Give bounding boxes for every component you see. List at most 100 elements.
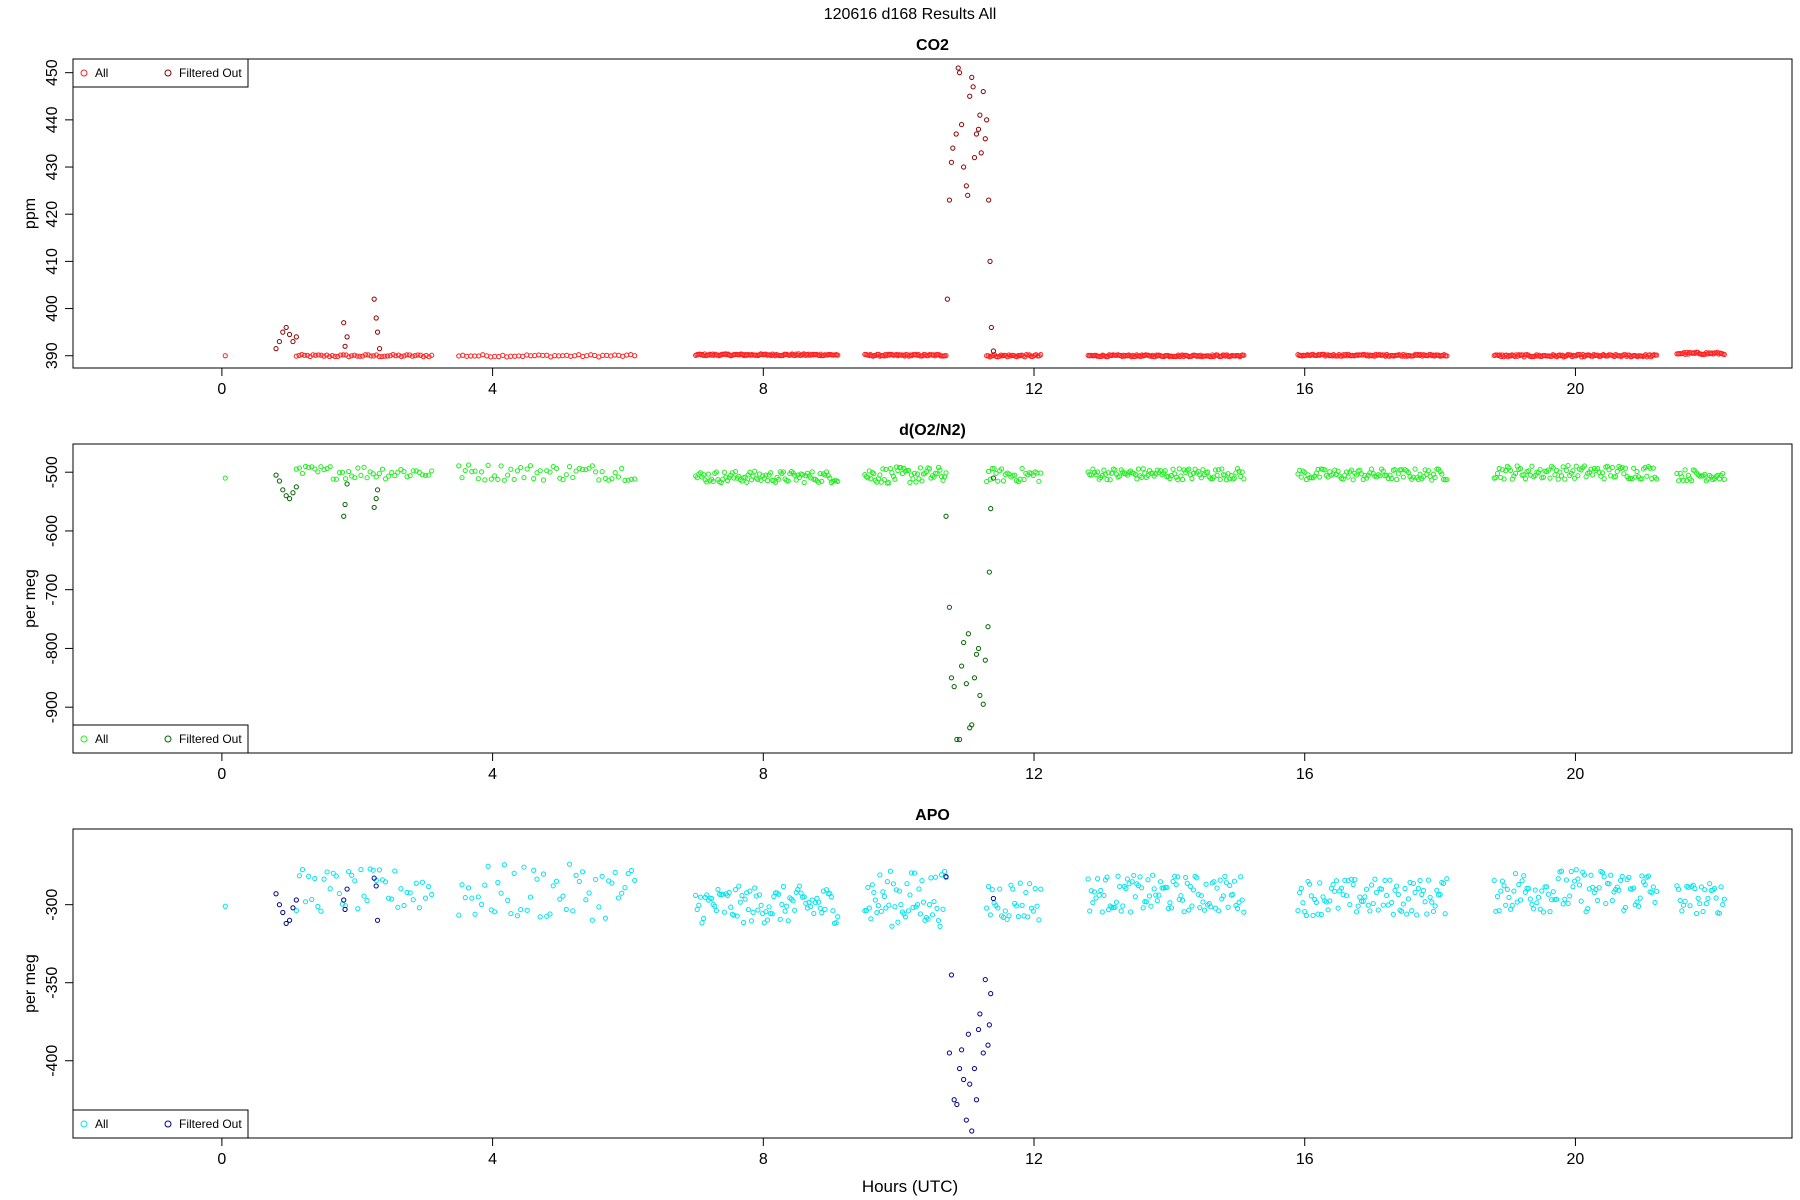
data-point-all (935, 464, 942, 471)
data-point-all (817, 905, 823, 911)
legend-label-filtered: Filtered Out (179, 732, 242, 746)
data-point-all (1123, 885, 1129, 891)
y-tick-label: 440 (44, 106, 61, 133)
data-point-all (736, 883, 742, 889)
data-point-all (938, 872, 945, 878)
data-point-all (222, 353, 228, 359)
data-point-all (1211, 879, 1217, 885)
data-point-all (1414, 912, 1420, 918)
data-point-all (1442, 911, 1448, 917)
data-point-all (599, 469, 605, 475)
data-point-all (422, 472, 429, 478)
data-point-all (934, 471, 940, 477)
data-point-filtered (344, 334, 350, 340)
legend-label-all: All (95, 732, 108, 746)
data-point-all (883, 905, 889, 911)
legend-marker-filtered (164, 69, 172, 77)
data-point-all (1578, 898, 1584, 904)
panel-title: APO (915, 807, 950, 824)
data-point-all (632, 877, 638, 883)
data-point-all (1570, 468, 1576, 474)
data-point-all (1521, 873, 1527, 879)
data-point-all (740, 919, 747, 926)
data-point-all (1113, 899, 1120, 905)
data-point-all (928, 875, 934, 881)
data-point-all (1721, 351, 1727, 358)
data-point-all (1370, 900, 1376, 907)
data-point-all (1145, 877, 1151, 883)
data-point-all (801, 479, 807, 486)
data-point-all (1493, 474, 1499, 481)
data-point-all (1372, 876, 1378, 882)
data-point-all (456, 912, 462, 918)
data-point-all (222, 903, 228, 909)
data-point-all (379, 466, 386, 472)
data-point-all (1634, 468, 1640, 475)
data-point-all (701, 915, 707, 922)
data-point-all (1154, 898, 1160, 904)
data-point-all (865, 475, 871, 481)
data-point-filtered (973, 1097, 980, 1103)
data-point-all (346, 869, 352, 875)
data-point-filtered (969, 722, 975, 728)
data-point-all (1562, 896, 1568, 902)
data-point-all (1519, 878, 1525, 884)
data-point-all (1355, 903, 1361, 909)
data-point-all (1298, 474, 1304, 480)
data-point-all (780, 469, 787, 475)
data-point-all (1425, 877, 1432, 883)
data-point-all (1010, 886, 1016, 892)
data-point-all (1094, 876, 1101, 882)
data-point-filtered (963, 681, 969, 687)
data-point-all (1367, 908, 1373, 914)
data-point-all (340, 352, 346, 358)
data-point-all (361, 893, 367, 899)
data-point-all (887, 868, 893, 874)
data-point-all (426, 472, 432, 478)
data-point-all (348, 353, 355, 359)
data-point-all (389, 469, 395, 476)
data-point-all (342, 476, 349, 482)
legend: All Filtered Out (72, 58, 249, 88)
data-point-filtered (965, 631, 971, 637)
data-point-all (1410, 474, 1416, 480)
data-point-all (395, 904, 401, 910)
data-point-all (376, 867, 382, 873)
data-point-filtered (371, 875, 377, 881)
data-point-all (817, 471, 823, 477)
data-point-all (766, 904, 772, 910)
data-point-all (1137, 874, 1143, 880)
data-point-all (422, 895, 429, 901)
data-point-all (1135, 466, 1142, 472)
data-point-all (1420, 474, 1427, 480)
legend-marker-all (80, 1120, 88, 1128)
data-point-all (1307, 881, 1313, 887)
data-point-filtered (963, 183, 969, 189)
data-point-all (1530, 906, 1537, 912)
data-point-all (1434, 466, 1440, 472)
data-point-all (1350, 881, 1356, 888)
data-point-all (764, 917, 771, 923)
data-point-all (875, 903, 881, 909)
data-point-all (619, 465, 625, 471)
data-point-all (566, 463, 573, 470)
data-point-all (1197, 905, 1203, 911)
data-point-all (1677, 897, 1683, 904)
data-point-all (514, 913, 521, 919)
data-point-all (1017, 880, 1023, 886)
data-point-all (1440, 880, 1447, 887)
data-point-all (1552, 472, 1558, 478)
data-point-filtered (946, 604, 953, 610)
data-point-all (785, 918, 791, 924)
data-point-all (382, 353, 388, 359)
data-point-filtered (971, 1065, 978, 1072)
data-point-all (985, 884, 992, 890)
data-point-all (599, 873, 605, 879)
data-point-all (1175, 477, 1181, 483)
data-point-all (398, 886, 404, 892)
data-point-all (1608, 872, 1614, 878)
data-point-all (878, 479, 884, 485)
data-point-filtered (948, 159, 955, 165)
data-point-all (1439, 471, 1445, 477)
data-point-filtered (959, 1047, 965, 1053)
